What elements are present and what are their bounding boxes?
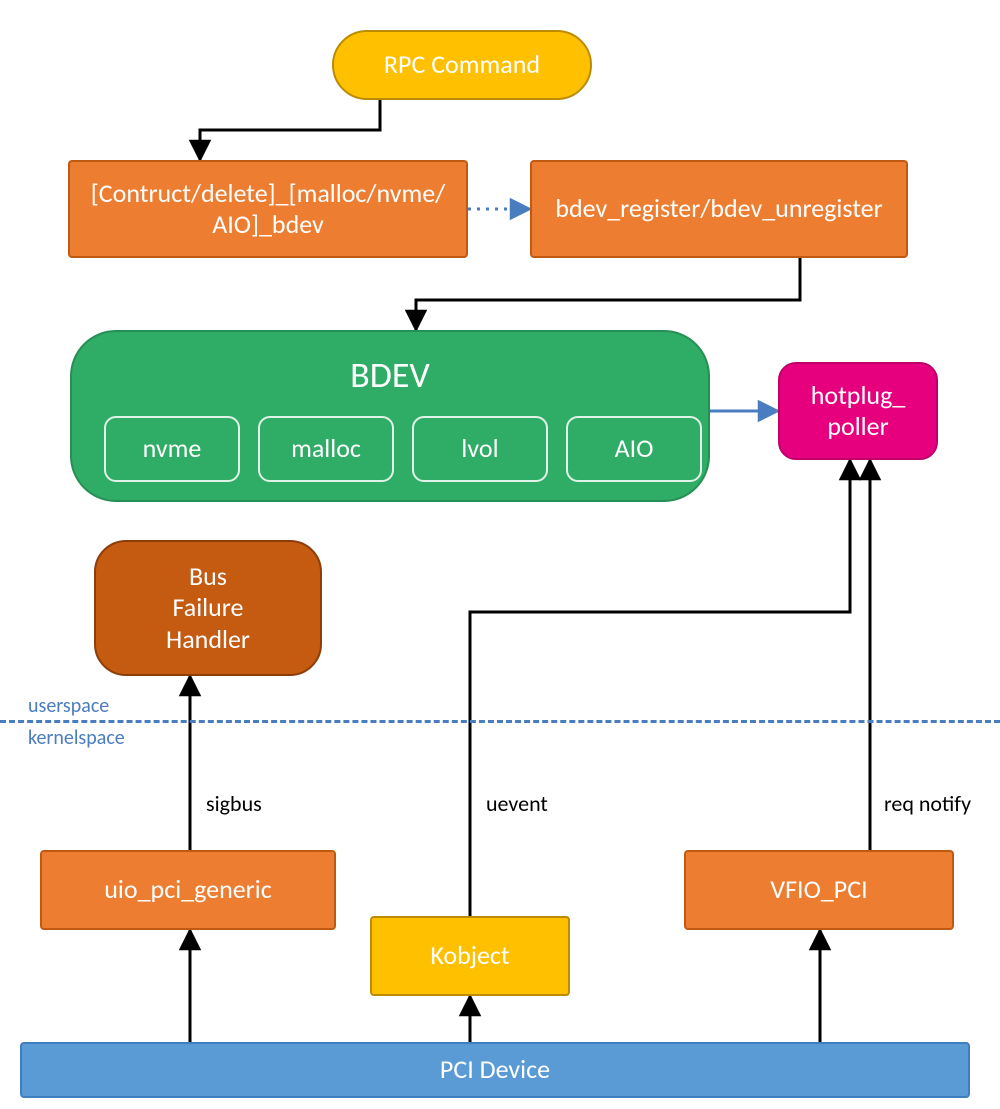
sigbus-edge-label: sigbus — [206, 790, 262, 817]
bdev-sub-wrap: nvme malloc lvol AIO — [104, 416, 702, 482]
kobject-node: Kobject — [370, 916, 570, 996]
userspace-label: userspace — [28, 694, 109, 718]
bdev-sub-malloc: malloc — [258, 416, 394, 482]
bdev-node: BDEV nvme malloc lvol AIO — [70, 330, 710, 502]
bdev-sub-nvme: nvme — [104, 416, 240, 482]
construct-bdev-label: [Contruct/delete]_[malloc/nvme/ AIO]_bde… — [91, 178, 445, 240]
pci-device-label: PCI Device — [440, 1054, 550, 1085]
vfio-pci-node: VFIO_PCI — [684, 850, 954, 930]
uio-pci-generic-label: uio_pci_generic — [104, 874, 271, 905]
hotplug-poller-node: hotplug_ poller — [778, 362, 938, 460]
hotplug-poller-label: hotplug_ poller — [811, 380, 906, 442]
rpc-command-label: RPC Command — [384, 49, 540, 80]
bdev-register-label: bdev_register/bdev_unregister — [555, 193, 882, 224]
uevent-edge-label: uevent — [486, 790, 548, 817]
uio-pci-generic-node: uio_pci_generic — [40, 850, 336, 930]
edge-register-bdev — [416, 258, 800, 330]
pci-device-node: PCI Device — [20, 1042, 970, 1098]
reqnotify-edge-label: req notify — [884, 790, 971, 817]
edge-rpc-construct — [200, 100, 380, 160]
bdev-title: BDEV — [72, 354, 708, 397]
bdev-sub-lvol: lvol — [412, 416, 548, 482]
construct-bdev-node: [Contruct/delete]_[malloc/nvme/ AIO]_bde… — [68, 160, 468, 258]
bdev-sub-AIO: AIO — [566, 416, 702, 482]
kernelspace-label: kernelspace — [28, 726, 125, 750]
bus-failure-node: Bus Failure Handler — [94, 540, 322, 676]
bus-failure-label: Bus Failure Handler — [166, 561, 250, 655]
vfio-pci-label: VFIO_PCI — [770, 874, 867, 905]
space-divider — [0, 720, 1000, 723]
kobject-label: Kobject — [430, 940, 509, 971]
rpc-command-node: RPC Command — [332, 30, 592, 100]
diagram-stage: userspace kernelspace RPC Command [Contr… — [0, 0, 1000, 1109]
edge-kobject-hotplug — [470, 460, 850, 916]
bdev-register-node: bdev_register/bdev_unregister — [530, 160, 908, 258]
